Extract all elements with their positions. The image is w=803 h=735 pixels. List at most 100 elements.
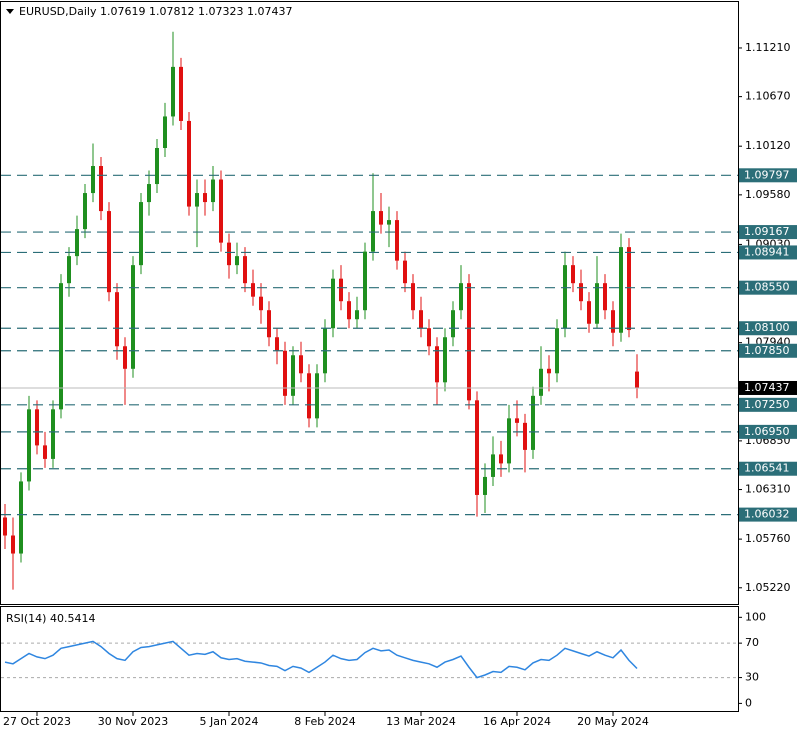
- level-label-box: [739, 507, 797, 522]
- header: EURUSD,Daily 1.07619 1.07812 1.07323 1.0…: [19, 5, 292, 18]
- candle-body: [251, 283, 255, 297]
- candle-body: [227, 242, 231, 266]
- y-tick-label: 1.06310: [745, 483, 791, 496]
- candle-body: [35, 409, 39, 446]
- candle-body: [19, 481, 23, 554]
- y-tick-label: 1.09580: [745, 188, 791, 201]
- candle-body: [219, 179, 223, 243]
- low: 1.07323: [198, 5, 244, 18]
- candle-body: [147, 184, 151, 203]
- price-label-box: [739, 380, 797, 395]
- candle-body: [459, 283, 463, 311]
- level-label-box: [739, 321, 797, 336]
- rsi-name: RSI(14): [6, 612, 46, 625]
- candle-body: [619, 247, 623, 333]
- candle-body: [51, 409, 55, 459]
- candle-body: [331, 278, 335, 329]
- candle-body: [371, 211, 375, 252]
- candle-body: [347, 301, 351, 320]
- candle-body: [515, 418, 519, 423]
- rsi-value: 40.5414: [50, 612, 96, 625]
- candle-body: [67, 256, 71, 284]
- candle-body: [443, 337, 447, 383]
- candle-body: [203, 193, 207, 203]
- symbol: EURUSD,Daily: [19, 5, 97, 18]
- candle-body: [499, 454, 503, 464]
- candle-body: [139, 202, 143, 266]
- candle-body: [451, 310, 455, 338]
- candle-body: [507, 418, 511, 464]
- candle-body: [563, 265, 567, 329]
- open: 1.07619: [100, 5, 146, 18]
- candle-body: [235, 256, 239, 266]
- level-label: 1.08941: [744, 245, 790, 258]
- candle-body: [635, 371, 639, 388]
- level-label: 1.07850: [744, 344, 790, 357]
- candle-body: [3, 517, 7, 536]
- x-tick-label: 8 Feb 2024: [294, 715, 355, 728]
- rsi-tick-label: 70: [745, 636, 759, 649]
- level-label: 1.08100: [744, 321, 790, 334]
- price-label: 1.07437: [744, 381, 790, 394]
- candle-body: [395, 220, 399, 261]
- candle-body: [611, 310, 615, 333]
- y-tick-label: 1.11210: [745, 41, 791, 54]
- rsi-line: [4, 640, 638, 679]
- candle-body: [243, 256, 247, 284]
- candle-body: [531, 395, 535, 450]
- candle-body: [27, 409, 31, 482]
- candle-body: [275, 337, 279, 351]
- candle-body: [627, 247, 631, 331]
- candle-body: [491, 454, 495, 477]
- rsi-header: RSI(14) 40.5414: [6, 612, 95, 625]
- candle-body: [155, 147, 159, 185]
- high: 1.07812: [149, 5, 195, 18]
- candle-body: [363, 251, 367, 311]
- candle-body: [403, 260, 407, 284]
- candle-body: [387, 220, 391, 225]
- x-tick-label: 20 May 2024: [577, 715, 649, 728]
- candle-body: [259, 296, 263, 311]
- candle-body: [131, 265, 135, 369]
- candle-body: [435, 346, 439, 383]
- candle-body: [523, 422, 527, 450]
- candle-body: [355, 310, 359, 320]
- level-label: 1.06541: [744, 462, 790, 475]
- candle-body: [115, 292, 119, 347]
- rsi-panel: [0, 606, 739, 712]
- menu-arrow[interactable]: [6, 9, 14, 14]
- candle-body: [467, 283, 471, 401]
- candle-body: [307, 373, 311, 419]
- candle-body: [595, 283, 599, 324]
- candle-body: [475, 400, 479, 495]
- level-label-box: [739, 397, 797, 412]
- level-label: 1.06032: [744, 508, 790, 521]
- candle-body: [59, 283, 63, 410]
- level-label-box: [739, 225, 797, 240]
- level-label-box: [739, 343, 797, 358]
- candle-body: [163, 116, 167, 148]
- candle-body: [571, 265, 575, 284]
- level-label: 1.08550: [744, 281, 790, 294]
- candle-body: [83, 193, 87, 230]
- candle-body: [107, 211, 111, 293]
- candle-body: [603, 283, 607, 311]
- candle-body: [411, 283, 415, 311]
- candle-body: [195, 193, 199, 207]
- x-tick-label: 30 Nov 2023: [98, 715, 168, 728]
- candle-body: [587, 301, 591, 324]
- level-label-box: [739, 280, 797, 295]
- level-label-box: [739, 424, 797, 439]
- candle-body: [75, 229, 79, 257]
- level-label-box: [739, 461, 797, 476]
- candle-body: [299, 355, 303, 374]
- candle-body: [539, 368, 543, 396]
- y-tick-label: 1.05220: [745, 581, 791, 594]
- candle-body: [483, 476, 487, 495]
- candle-body: [11, 535, 15, 554]
- candle-body: [283, 350, 287, 396]
- candle-body: [547, 368, 551, 374]
- candle-body: [91, 166, 95, 194]
- candle-body: [379, 211, 383, 225]
